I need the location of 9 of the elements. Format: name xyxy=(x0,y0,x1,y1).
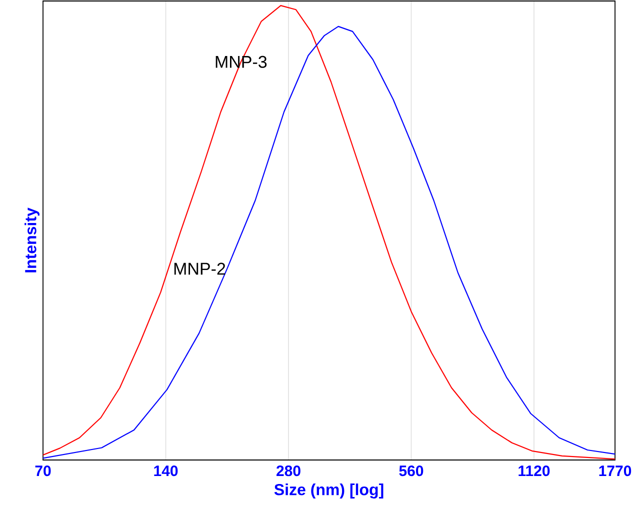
y-axis-title: Intensity xyxy=(24,208,40,272)
x-axis-title: Size (nm) [log] xyxy=(274,484,384,499)
x-tick-label: 70 xyxy=(35,466,51,476)
x-tick-label: 1770 xyxy=(599,466,632,476)
x-tick-label: 140 xyxy=(154,466,178,476)
x-tick-label: 560 xyxy=(399,466,424,476)
x-tick-label: 280 xyxy=(276,466,300,476)
series-label: MNP-2 xyxy=(174,262,226,275)
x-tick-label: 1120 xyxy=(518,466,550,476)
